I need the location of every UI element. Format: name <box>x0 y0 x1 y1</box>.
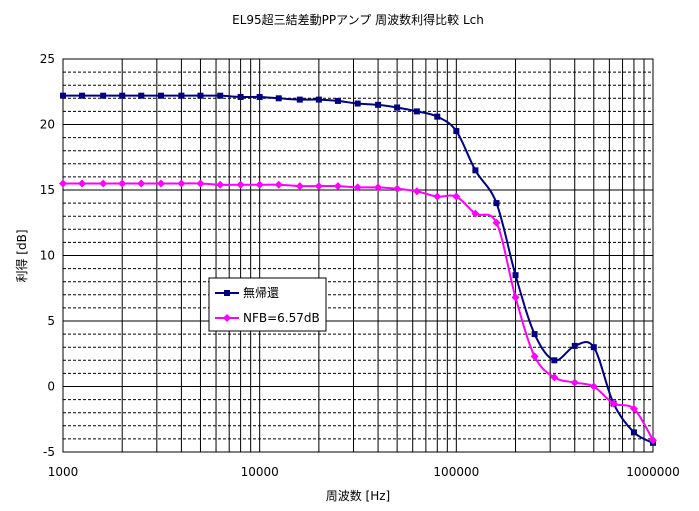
data-point <box>158 92 165 99</box>
data-point <box>413 108 420 115</box>
data-point <box>590 344 597 351</box>
data-point <box>274 180 283 189</box>
data-point <box>354 100 361 107</box>
data-point <box>275 95 282 102</box>
data-point <box>452 192 461 201</box>
data-point <box>99 179 108 188</box>
x-tick-label: 10000 <box>241 465 279 479</box>
data-point <box>236 180 245 189</box>
y-tick-label: -5 <box>43 445 55 459</box>
series-line <box>62 94 654 444</box>
series-layer <box>59 92 657 446</box>
data-point <box>255 180 264 189</box>
data-point <box>412 187 421 196</box>
data-point <box>434 113 441 120</box>
y-tick-label: 15 <box>40 183 55 197</box>
data-point <box>217 92 224 99</box>
data-point <box>394 104 401 111</box>
data-point <box>472 167 479 174</box>
legend-marker <box>224 290 230 296</box>
chart-title: EL95超三結差動PPアンプ 周波数利得比較 Lch <box>232 12 484 27</box>
data-point <box>570 378 579 387</box>
data-point <box>609 399 618 408</box>
data-point <box>157 179 166 188</box>
data-point <box>256 93 263 100</box>
data-point <box>374 183 383 192</box>
data-point <box>453 128 460 135</box>
legend-label: NFB=6.57dB <box>243 311 320 325</box>
data-point <box>551 357 558 364</box>
data-point <box>296 96 303 103</box>
data-point <box>78 179 87 188</box>
y-tick-label: 0 <box>47 380 55 394</box>
data-point <box>119 92 126 99</box>
data-point <box>649 436 657 445</box>
data-point <box>333 182 342 191</box>
data-point <box>512 272 519 279</box>
data-point <box>216 180 225 189</box>
data-point <box>59 179 67 188</box>
data-point <box>550 373 559 382</box>
data-point <box>295 182 304 191</box>
data-point <box>315 96 322 103</box>
data-point <box>237 93 244 100</box>
series-2 <box>59 179 657 445</box>
data-point <box>629 404 638 413</box>
data-point <box>393 184 402 193</box>
x-tick-label: 1000000 <box>626 465 679 479</box>
y-tick-label: 10 <box>40 249 55 263</box>
series-1 <box>60 92 656 446</box>
y-tick-label: 20 <box>40 118 55 132</box>
legend-box <box>208 277 327 332</box>
x-tick-label: 1000 <box>48 465 79 479</box>
data-point <box>571 342 578 349</box>
data-point <box>433 192 442 201</box>
x-axis-label: 周波数 [Hz] <box>326 488 391 503</box>
data-point <box>196 179 205 188</box>
legend-label: 無帰還 <box>243 285 279 300</box>
legend: 無帰還 NFB=6.57dB <box>208 277 327 332</box>
data-point <box>531 331 538 338</box>
data-point <box>177 179 186 188</box>
data-point <box>138 92 145 99</box>
tick-labels: -5 0 5 10 15 20 25 1000 10000 100000 1000000 <box>40 52 680 479</box>
series-line <box>63 182 654 441</box>
data-point <box>589 382 598 391</box>
data-point <box>530 352 539 361</box>
y-axis-label: 利得 [dB] <box>14 229 29 282</box>
plot-area-border <box>62 58 654 453</box>
data-point <box>375 101 382 108</box>
data-point <box>492 218 501 227</box>
data-point <box>353 183 362 192</box>
data-point <box>100 92 107 99</box>
data-point <box>137 179 146 188</box>
data-point <box>511 293 520 302</box>
x-tick-label: 100000 <box>433 465 479 479</box>
legend-marker <box>223 314 231 322</box>
data-point <box>118 179 127 188</box>
y-tick-label: 25 <box>40 52 55 66</box>
data-point <box>493 200 500 207</box>
data-point <box>334 97 341 104</box>
data-point <box>314 182 323 191</box>
y-tick-label: 5 <box>47 314 55 328</box>
data-point <box>60 92 66 99</box>
data-point <box>178 92 185 99</box>
data-point <box>630 429 637 436</box>
grid <box>62 58 653 453</box>
data-point <box>197 92 204 99</box>
data-point <box>471 209 480 218</box>
data-point <box>79 92 86 99</box>
